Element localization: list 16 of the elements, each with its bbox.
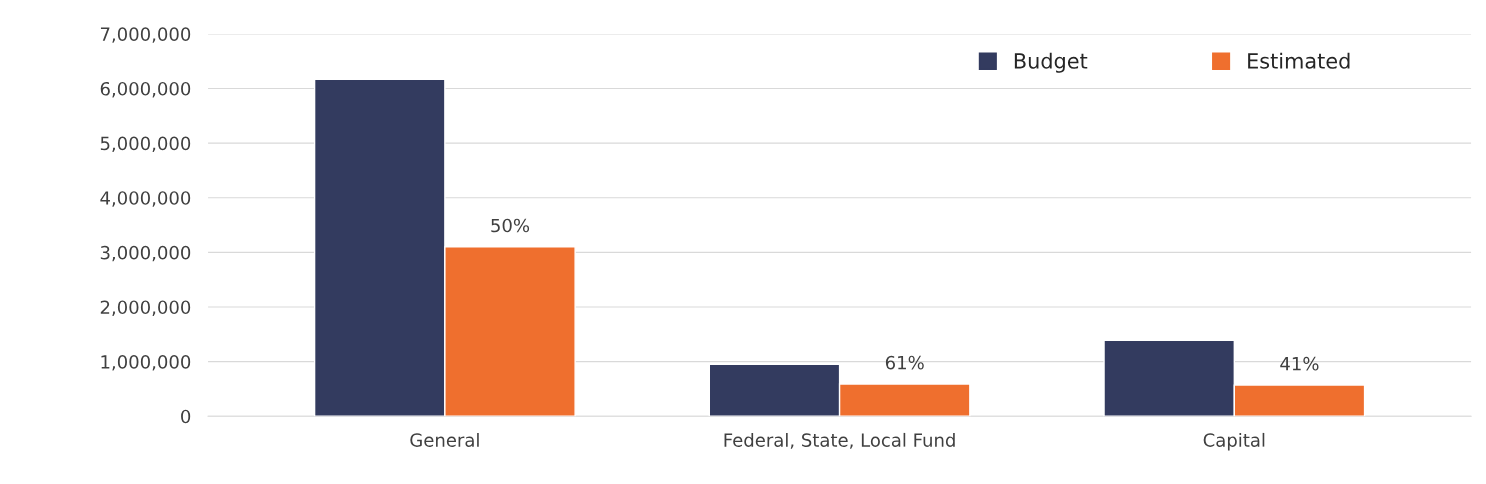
y-tick-label: 6,000,000 [100, 81, 191, 98]
annotation: 61% [885, 355, 924, 370]
legend-label: Estimated [1248, 52, 1350, 69]
y-tick-label: 0 [181, 409, 191, 424]
y-tick-label: 4,000,000 [100, 191, 191, 207]
annotation: 41% [1280, 356, 1319, 371]
y-tick-label: 5,000,000 [100, 136, 191, 153]
x-tick-label: General [410, 432, 479, 447]
y-tick-label: 1,000,000 [101, 355, 191, 371]
y-tick-label: 3,000,000 [100, 245, 191, 262]
y-tick-label: 7,000,000 [100, 27, 191, 43]
legend-label: Budget [1014, 52, 1088, 73]
y-tick-label: 2,000,000 [100, 300, 191, 316]
annotation: 50% [491, 218, 530, 233]
x-tick-label: Federal, State, Local Fund [724, 432, 955, 449]
x-tick-label: Capital [1203, 432, 1265, 451]
